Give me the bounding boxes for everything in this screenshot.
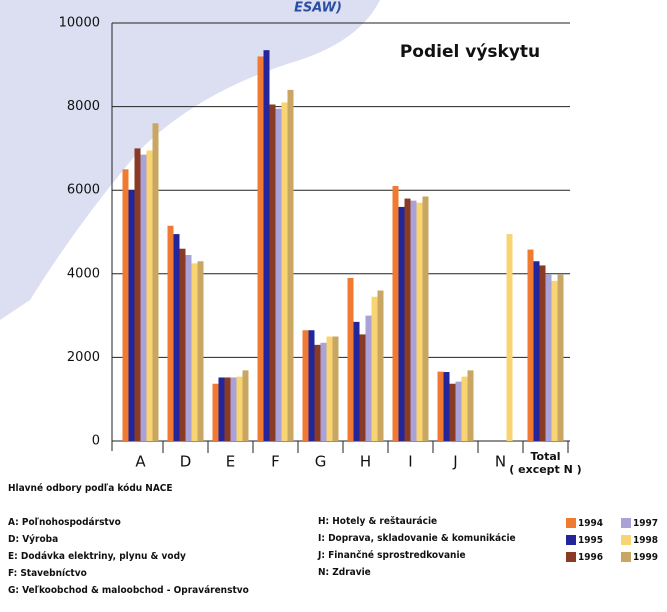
bar — [372, 297, 378, 441]
note: J: Finančné sprostredkovanie — [317, 549, 466, 561]
bar — [558, 275, 564, 441]
bar — [303, 330, 309, 441]
x-tick-label: G — [315, 453, 327, 471]
bar — [468, 370, 474, 441]
bar — [450, 384, 456, 441]
note: I: Doprava, skladovanie & komunikácie — [318, 532, 516, 544]
caption: Hlavné odbory podľa kódu NACE — [8, 482, 173, 494]
chart: ESAW) Podiel výskytu 0 2000 4000 6000 8000 10… — [0, 0, 667, 608]
bar — [528, 250, 534, 441]
bar — [141, 155, 147, 441]
bar — [276, 109, 282, 441]
bar — [378, 291, 384, 441]
y-tick-label: 2000 — [67, 350, 100, 365]
x-tick-label: Total( except N ) — [509, 450, 581, 476]
legend-swatch — [566, 518, 576, 528]
y-tick-label: 8000 — [67, 99, 100, 114]
x-tick-label: F — [271, 453, 280, 471]
bar — [354, 322, 360, 441]
bar — [180, 249, 186, 441]
x-tick-label: E — [226, 453, 235, 471]
legend-swatch — [621, 535, 631, 545]
bar — [348, 278, 354, 441]
legend-swatch — [621, 518, 631, 528]
bar — [288, 90, 294, 441]
y-tick-label: 4000 — [67, 266, 100, 281]
bar — [438, 372, 444, 441]
bar — [393, 186, 399, 441]
legend-swatch — [566, 552, 576, 562]
bar — [153, 123, 159, 441]
bar — [399, 207, 405, 441]
legend-label: 1996 — [578, 552, 603, 563]
legend-swatch — [621, 552, 631, 562]
note: A: Poľnohospodárstvo — [8, 516, 121, 528]
note: H: Hotely & reštaurácie — [318, 515, 437, 527]
bar — [174, 234, 180, 441]
x-tick-label: A — [135, 453, 146, 471]
x-tick-label: I — [408, 453, 412, 471]
bar — [417, 203, 423, 441]
bar — [456, 382, 462, 441]
bar — [552, 281, 558, 441]
bar — [321, 343, 327, 441]
bar — [309, 330, 315, 441]
legend-swatch — [566, 535, 576, 545]
bar — [462, 377, 468, 441]
y-tick-label: 0 — [92, 434, 100, 449]
banner: ESAW) — [294, 1, 342, 16]
bar — [327, 337, 333, 442]
chart-title: Podiel výskytu — [400, 42, 540, 62]
note: D: Výroba — [8, 533, 58, 545]
legend-label: 1999 — [633, 552, 658, 563]
bar — [270, 105, 276, 441]
x-tick-label: H — [360, 453, 371, 471]
bar — [315, 345, 321, 441]
bar — [135, 148, 141, 441]
bar — [366, 316, 372, 441]
bar — [423, 196, 429, 441]
bar — [219, 377, 225, 441]
bar — [264, 50, 270, 441]
bar — [225, 377, 231, 441]
note: E: Dodávka elektriny, plynu & vody — [8, 550, 186, 562]
x-tick-label: J — [452, 453, 457, 471]
bar — [192, 263, 198, 441]
note: N: Zdravie — [318, 567, 371, 578]
x-tick-label: N — [495, 453, 506, 471]
legend-label: 1995 — [578, 535, 603, 546]
x-tick-label: D — [180, 453, 192, 471]
bar — [147, 150, 153, 441]
bar — [405, 199, 411, 441]
bar — [186, 255, 192, 441]
legend-label: 1994 — [578, 518, 603, 529]
bar — [243, 370, 249, 441]
bar — [444, 372, 450, 441]
bar — [534, 261, 540, 441]
bar — [258, 56, 264, 441]
bar — [168, 226, 174, 441]
bar — [411, 201, 417, 441]
note: G: Veľkoobchod & maloobchod - Opravárens… — [8, 584, 249, 596]
bar — [198, 261, 204, 441]
note: F: Stavebníctvo — [8, 567, 87, 579]
bar — [540, 265, 546, 441]
bar — [237, 377, 243, 441]
legend-label: 1997 — [633, 518, 658, 529]
bar — [333, 337, 339, 442]
bar — [129, 190, 135, 441]
bar — [360, 334, 366, 441]
bar — [507, 234, 513, 441]
bar — [231, 377, 237, 441]
y-tick-label: 6000 — [67, 183, 100, 198]
bar — [282, 102, 288, 441]
legend-label: 1998 — [633, 535, 658, 546]
y-tick-label: 10000 — [59, 16, 100, 31]
bar — [123, 169, 129, 441]
bar — [213, 384, 219, 441]
bar — [546, 275, 552, 441]
